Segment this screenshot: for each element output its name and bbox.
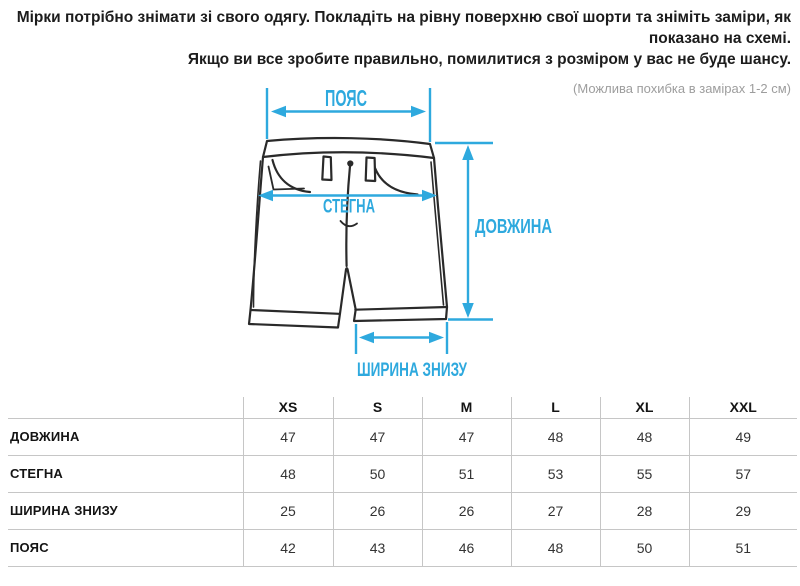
length-arrow (435, 141, 493, 321)
size-value: 51 (688, 529, 797, 567)
size-value: 47 (421, 418, 511, 456)
size-value: 53 (510, 455, 600, 493)
size-value: 47 (332, 418, 422, 456)
size-value: 48 (242, 455, 333, 493)
header-cell-xxl: XXL (688, 397, 797, 419)
header-cell-xl: XL (599, 397, 689, 419)
size-value: 55 (599, 455, 689, 493)
measurement-diagram: ПОЯС СТЕГНА ДОВЖИНА ШИРИНА ЗНИЗУ (230, 80, 590, 390)
diagram-label-waist: ПОЯС (325, 85, 367, 111)
table-row-waist: ПОЯС 42 43 46 48 50 51 (8, 529, 797, 567)
measurement-annotations (258, 88, 493, 354)
diagram-label-length: ДОВЖИНА (475, 216, 552, 238)
diagram-label-hips: СТЕГНА (323, 197, 375, 218)
header-cell-s: S (332, 397, 422, 419)
button-dot (347, 160, 354, 167)
shorts-illustration: ПОЯС СТЕГНА ДОВЖИНА ШИРИНА ЗНИЗУ (247, 85, 552, 381)
intro-text: Мірки потрібно знімати зі свого одягу. П… (8, 7, 791, 99)
size-value: 42 (242, 529, 333, 567)
header-cell-xs: XS (242, 397, 333, 419)
size-table: XS S M L XL XXL ДОВЖИНА 47 47 47 48 48 4… (8, 397, 797, 567)
table-row-bottom-width: ШИРИНА ЗНИЗУ 25 26 26 27 28 29 (8, 492, 797, 530)
measurement-label: ШИРИНА ЗНИЗУ (8, 492, 243, 530)
size-value: 48 (510, 529, 600, 567)
waist-arrow (265, 88, 432, 142)
measurement-label: ДОВЖИНА (8, 418, 243, 456)
intro-line-2: Якщо ви все зробите правильно, помилитис… (187, 51, 791, 68)
size-value: 50 (332, 455, 422, 493)
size-value: 26 (421, 492, 511, 530)
intro-line-1: Мірки потрібно знімати зі свого одягу. П… (16, 9, 791, 47)
size-value: 29 (688, 492, 797, 530)
size-value: 51 (421, 455, 511, 493)
shorts-outline (247, 136, 449, 329)
size-value: 25 (242, 492, 333, 530)
table-row-hips: СТЕГНА 48 50 51 53 55 57 (8, 455, 797, 493)
size-value: 28 (599, 492, 689, 530)
size-table-section: XS S M L XL XXL ДОВЖИНА 47 47 47 48 48 4… (8, 397, 797, 567)
table-row-length: ДОВЖИНА 47 47 47 48 48 49 (8, 418, 797, 456)
tolerance-note: (Можлива похибка в замірах 1-2 см) (573, 81, 791, 96)
size-value: 27 (510, 492, 600, 530)
size-value: 26 (332, 492, 422, 530)
size-table-header-row: XS S M L XL XXL (8, 397, 797, 419)
bottom-width-arrow (354, 322, 449, 354)
size-value: 57 (688, 455, 797, 493)
size-value: 43 (332, 529, 422, 567)
measurement-label: ПОЯС (8, 529, 243, 567)
header-cell-m: M (421, 397, 511, 419)
size-value: 50 (599, 529, 689, 567)
size-value: 48 (599, 418, 689, 456)
size-value: 47 (242, 418, 333, 456)
diagram-label-bottom-width: ШИРИНА ЗНИЗУ (357, 360, 467, 381)
size-value: 48 (510, 418, 600, 456)
size-value: 49 (688, 418, 797, 456)
corner-cell (8, 397, 243, 419)
header-cell-l: L (510, 397, 600, 419)
measurement-label: СТЕГНА (8, 455, 243, 493)
hips-arrow (258, 189, 437, 202)
size-value: 46 (421, 529, 511, 567)
